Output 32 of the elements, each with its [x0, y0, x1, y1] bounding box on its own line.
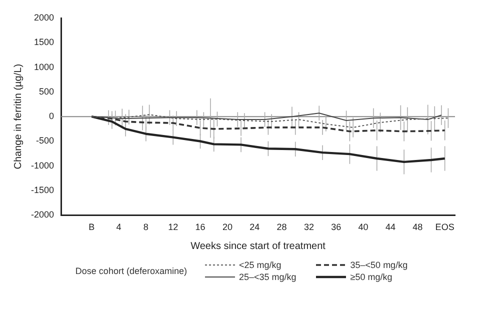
legend-title: Dose cohort (deferoxamine): [75, 266, 187, 276]
y-tick-label: -1000: [30, 160, 54, 170]
x-tick-label: B: [88, 222, 95, 232]
x-tick-label: 12: [168, 222, 178, 232]
x-tick-label: 32: [304, 222, 314, 232]
y-tick-label: -500: [36, 136, 54, 146]
x-tick-label: 40: [358, 222, 368, 232]
legend-label: ≥50 mg/kg: [350, 272, 392, 282]
x-tick-label: 16: [195, 222, 206, 232]
y-tick-label: 1000: [34, 62, 54, 72]
y-axis-title: Change in ferritin (µg/L): [12, 64, 24, 170]
x-tick-label: 24: [250, 222, 260, 232]
y-tick-label: 2000: [34, 12, 54, 22]
x-tick-label: 20: [222, 222, 232, 232]
y-tick-label: -1500: [30, 185, 54, 196]
y-tick-label: 1500: [34, 37, 54, 48]
x-tick-label: 48: [412, 222, 423, 232]
legend-label: <25 mg/kg: [238, 260, 282, 270]
y-tick-label: 500: [38, 86, 54, 96]
y-tick-label: -2000: [30, 210, 54, 220]
x-tick-label: 28: [276, 222, 287, 232]
x-tick-label: EOS: [435, 222, 454, 232]
y-tick-label: 0: [49, 111, 54, 122]
x-tick-label: 36: [331, 222, 342, 232]
line-series: [90, 116, 446, 132]
line-series: [91, 114, 449, 128]
x-tick-label: 4: [116, 222, 122, 232]
legend-label: 25–<35 mg/kg: [238, 272, 296, 282]
x-axis-title: Weeks since start of treatment: [190, 240, 326, 252]
x-tick-label: 8: [143, 222, 148, 232]
legend-label: 35–<50 mg/kg: [350, 260, 408, 270]
x-tick-label: 44: [385, 222, 396, 232]
